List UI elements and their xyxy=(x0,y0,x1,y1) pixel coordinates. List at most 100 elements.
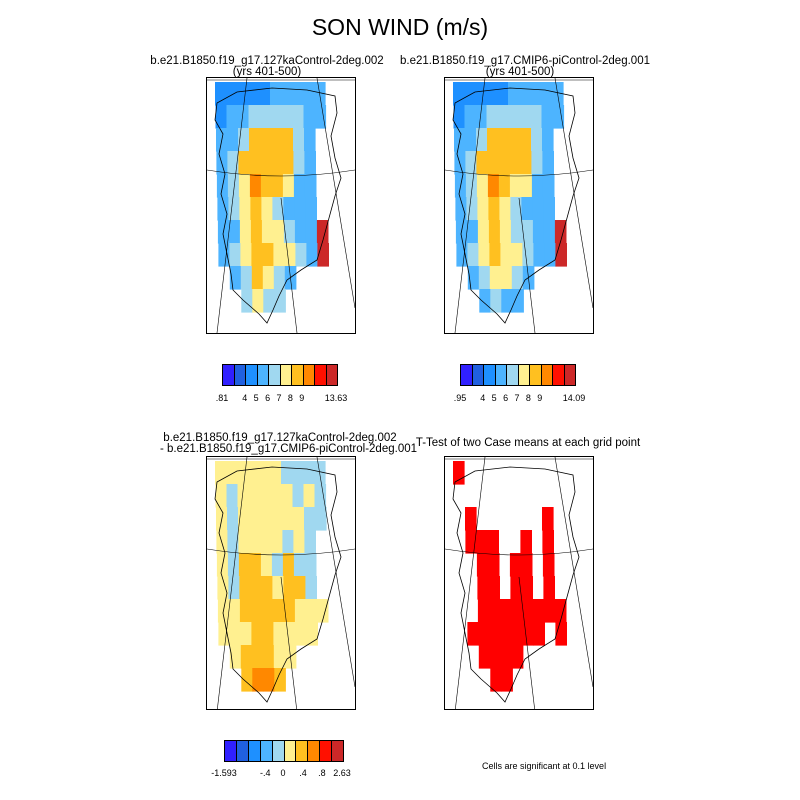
colorbar-swatch xyxy=(518,365,530,385)
grid-cell xyxy=(228,599,241,623)
grid-cell xyxy=(274,668,286,692)
grid-cell xyxy=(237,484,250,508)
grid-cell xyxy=(488,220,501,244)
grid-cell xyxy=(489,645,502,669)
grid-cell xyxy=(453,461,465,485)
colorbar-2-tick: 9 xyxy=(537,393,543,403)
grid-cell xyxy=(262,622,274,646)
grid-cell xyxy=(489,243,501,267)
grid-cell xyxy=(489,622,501,646)
panel3-subtitle: - b.e21.B1850.f19_g17.CMIP6-piControl-2d… xyxy=(160,443,418,455)
colorbar-2-tick: 14.09 xyxy=(562,393,586,403)
grid-cell xyxy=(283,599,296,623)
grid-cell xyxy=(509,151,521,175)
grid-cell xyxy=(533,243,545,267)
grid-cell xyxy=(552,105,565,129)
grid-cell xyxy=(520,530,532,554)
grid-cell xyxy=(531,174,544,198)
grid-cell xyxy=(295,243,307,267)
grid-cell xyxy=(241,668,253,692)
grid-cell xyxy=(453,105,466,129)
colorbar-swatch xyxy=(315,365,327,385)
colorbar-1-tick: 7 xyxy=(276,393,282,403)
grid-cell xyxy=(215,484,228,508)
grid-cell xyxy=(271,151,283,175)
grid-cell xyxy=(476,530,488,554)
grid-cell xyxy=(477,576,489,600)
grid-cell xyxy=(477,197,489,221)
colorbar-swatch xyxy=(292,365,304,385)
grid-cell xyxy=(466,197,478,221)
grid-cell xyxy=(543,599,556,623)
grid-cell xyxy=(304,507,316,531)
grid-cell xyxy=(475,82,487,106)
grid-cell xyxy=(304,128,316,152)
grid-cell xyxy=(217,197,229,221)
greenland-coastline xyxy=(452,466,580,703)
grid-cell xyxy=(227,553,240,577)
grid-cell xyxy=(304,530,316,554)
panel1-map xyxy=(206,77,356,334)
grid-cell xyxy=(479,289,491,313)
grid-cell xyxy=(541,82,553,106)
grid-cell xyxy=(294,576,306,600)
panel1-title: b.e21.B1850.f19_g17.127kaControl-2deg.00… xyxy=(150,55,384,67)
grid-cell xyxy=(259,82,271,106)
grid-cell xyxy=(281,461,293,485)
grid-cell xyxy=(249,507,261,531)
grid-cell xyxy=(272,197,284,221)
colorbar-swatch xyxy=(308,741,321,761)
grid-cell xyxy=(237,105,250,129)
colorbar-swatch xyxy=(564,365,575,385)
grid-cell xyxy=(305,599,318,623)
grid-cell xyxy=(542,151,554,175)
grid-cell xyxy=(229,622,241,646)
grid-cell xyxy=(306,243,318,267)
grid-cell xyxy=(501,289,513,313)
grid-cell xyxy=(314,484,327,508)
grid-cell xyxy=(272,220,285,244)
grid-cell xyxy=(455,197,467,221)
meridian-line xyxy=(518,576,535,709)
grid-cell xyxy=(542,507,554,531)
grid-cell xyxy=(229,243,241,267)
grid-cell xyxy=(542,530,554,554)
colorbar-1-tick: 5 xyxy=(253,393,259,403)
colorbar-1-tick: 8 xyxy=(287,393,293,403)
grid-cell xyxy=(263,289,275,313)
grid-cell xyxy=(511,243,523,267)
grid-cell xyxy=(273,243,285,267)
grid-cell xyxy=(465,530,477,554)
grid-cell xyxy=(542,174,555,198)
grid-cell xyxy=(510,599,523,623)
grid-cell xyxy=(260,553,273,577)
panel3-title: b.e21.B1850.f19_g17.127kaControl-2deg.00… xyxy=(163,432,397,444)
colorbar-swatch xyxy=(530,365,542,385)
colorbar-3-tick: -1.593 xyxy=(211,768,237,778)
grid-cell xyxy=(317,243,329,267)
grid-cell xyxy=(249,128,261,152)
grid-cell xyxy=(454,151,466,175)
grid-cell xyxy=(476,151,488,175)
panel1-svg xyxy=(207,78,355,333)
grid-cell xyxy=(519,105,532,129)
colorbar-2-tick: 5 xyxy=(491,393,497,403)
meridian-line xyxy=(216,78,248,333)
grid-cell xyxy=(261,599,274,623)
grid-cell xyxy=(259,461,271,485)
grid-cell xyxy=(272,576,284,600)
grid-cell xyxy=(467,243,479,267)
colorbar-1-tick: .81 xyxy=(215,393,229,403)
grid-cell xyxy=(240,622,252,646)
colorbar-2-tick: 4 xyxy=(480,393,486,403)
grid-cell xyxy=(226,484,239,508)
grid-cell xyxy=(273,622,285,646)
grid-cell xyxy=(260,151,272,175)
grid-cell xyxy=(475,105,488,129)
grid-cell xyxy=(476,553,489,577)
grid-cell xyxy=(532,197,544,221)
grid-cell xyxy=(304,174,317,198)
grid-cell xyxy=(250,576,262,600)
grid-cell xyxy=(283,576,295,600)
grid-cell xyxy=(501,668,513,692)
